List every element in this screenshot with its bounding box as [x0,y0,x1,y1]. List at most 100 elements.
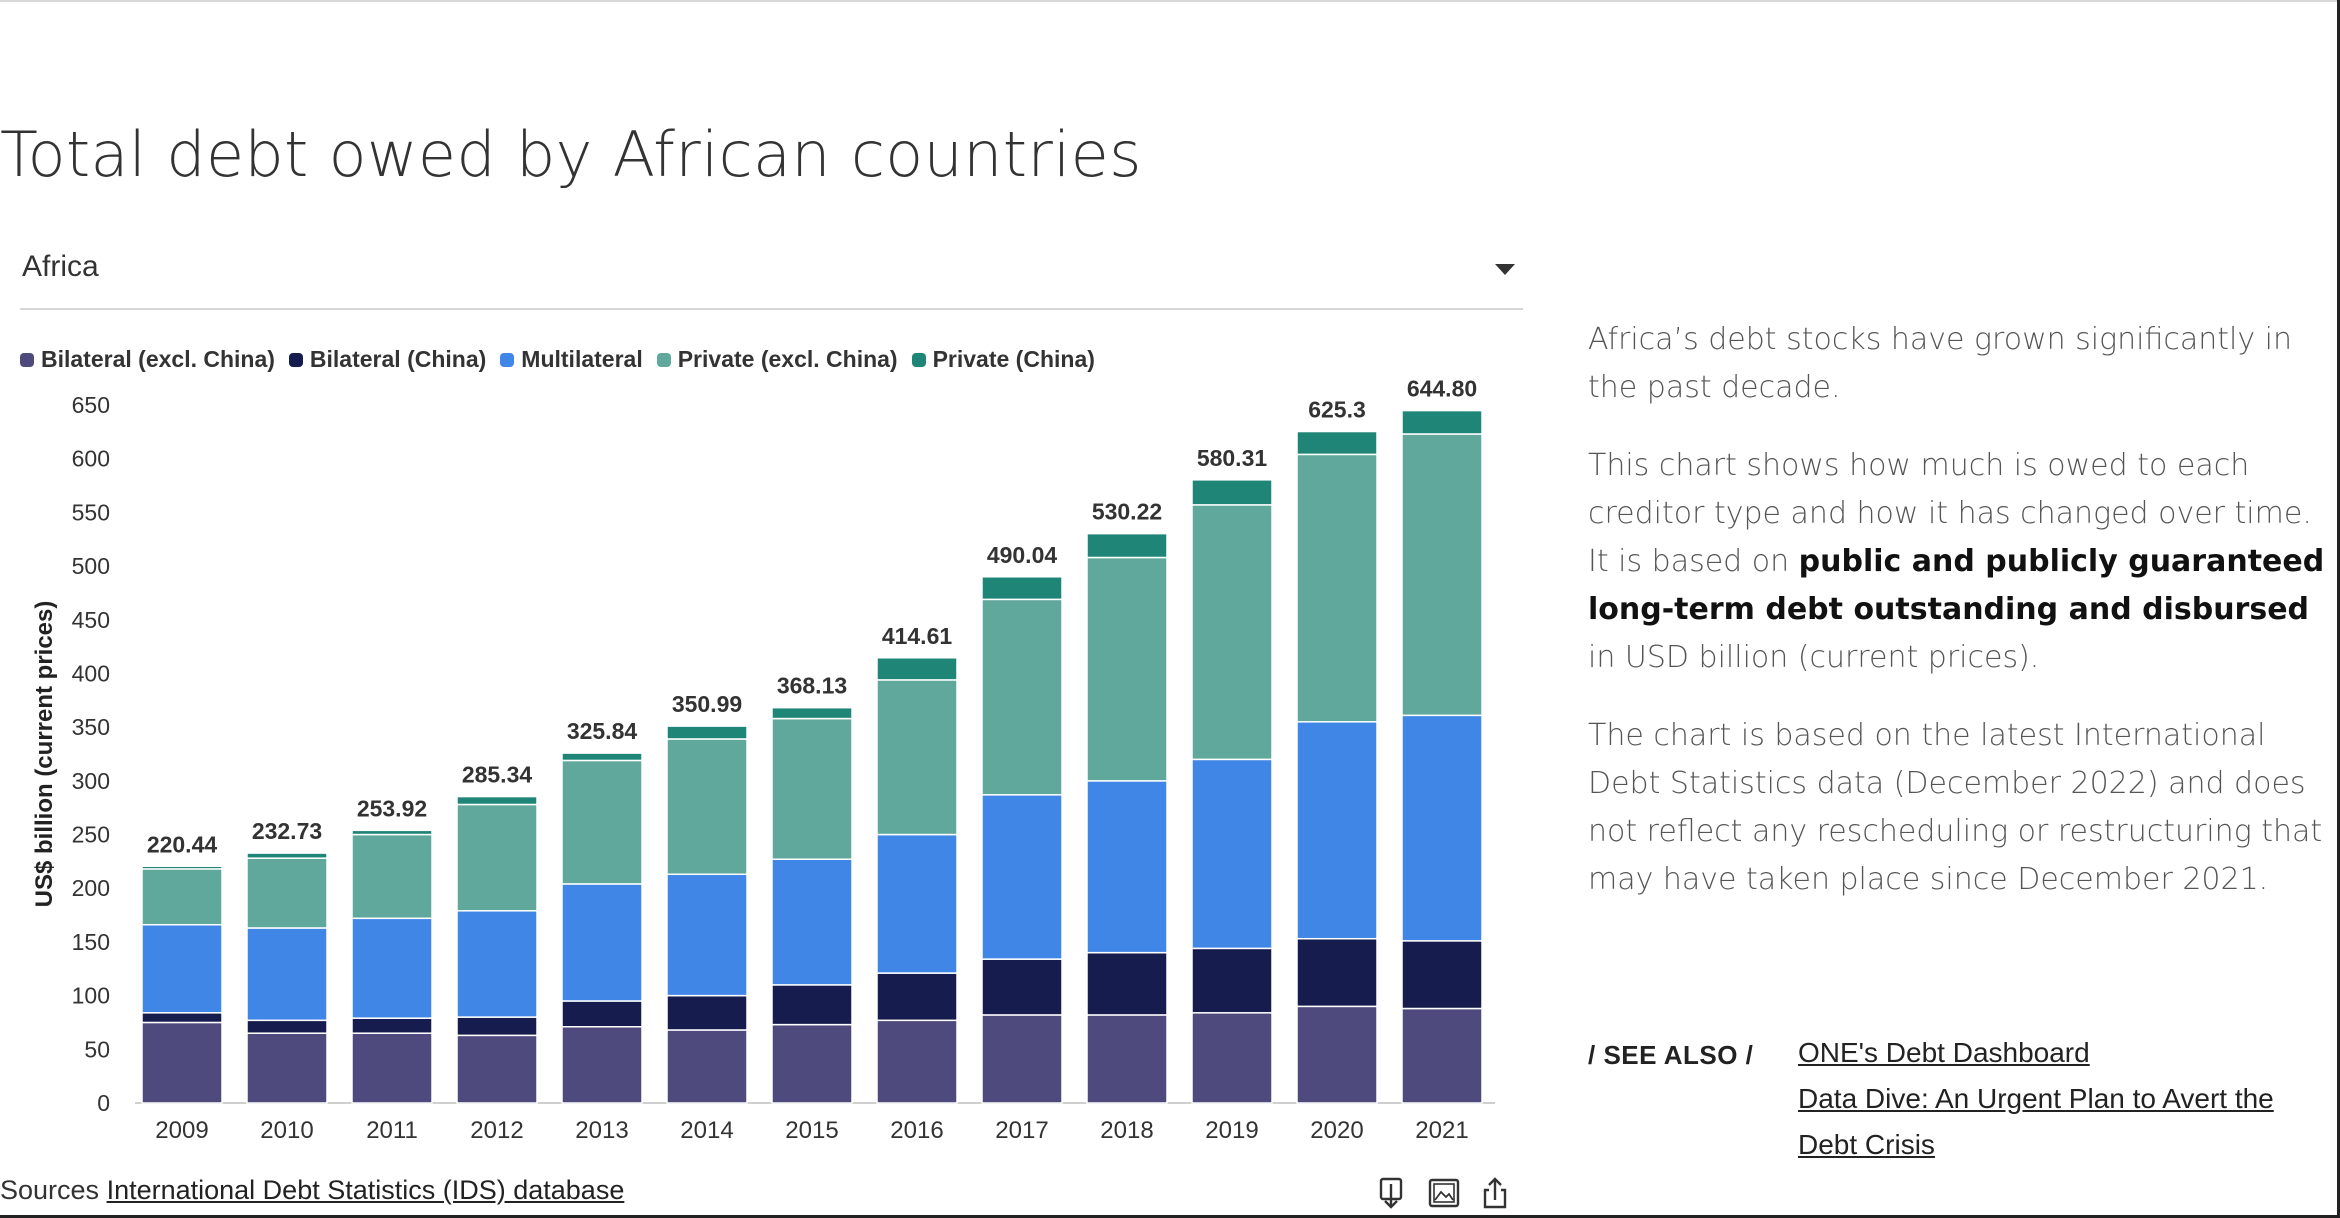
y-tick-label: 500 [72,553,110,579]
description-text: in USD billion (current prices). [1588,640,2040,675]
bar-segment [981,576,1063,601]
bar-segment [246,1019,328,1034]
bar-total-label: 285.34 [462,762,533,788]
legend-item-private-excl-china[interactable]: Private (excl. China) [656,346,898,373]
bar-group [1401,409,1483,1104]
y-tick-label: 50 [84,1036,110,1062]
legend-item-bilateral-excl-china[interactable]: Bilateral (excl. China) [20,346,275,373]
bar-segment [141,1021,223,1104]
x-tick-label: 2021 [1415,1117,1468,1144]
legend-label: Multilateral [521,346,643,372]
x-tick-label: 2016 [890,1117,943,1144]
download-icon[interactable] [1374,1176,1408,1210]
description-data-note: The chart is based on the latest Interna… [1588,718,2323,897]
bar-total-label: 220.44 [147,831,218,857]
bar-segment [666,873,748,997]
see-also-link-data-dive[interactable]: Data Dive: An Urgent Plan to Avert the D… [1798,1083,2274,1160]
x-tick-label: 2017 [995,1117,1048,1144]
stacked-bar-chart: 050100150200250300350400450500550600650 … [31,380,1495,1144]
legend-item-bilateral-china[interactable]: Bilateral (China) [288,346,486,373]
bar-total-label: 530.22 [1092,499,1162,525]
y-tick-label: 550 [72,499,110,525]
bar-segment [876,679,958,836]
page-title: Total debt owed by African countries [0,118,1142,191]
y-tick-label: 650 [72,392,110,418]
y-tick-label: 300 [72,768,110,794]
bar-segment [351,829,433,836]
bar-group [876,657,958,1104]
x-tick-label: 2019 [1205,1117,1258,1144]
bar-segment [1296,937,1378,1008]
bar-total-label: 414.61 [882,623,953,649]
bar-segment [246,1032,328,1104]
y-axis: 0 50 100 150 200 250 300 350 400 450 500 550 600 650 [72,392,1495,1116]
bar-total-label: 368.13 [777,673,847,699]
bar-segment [1191,758,1273,950]
bar-segment [1401,1007,1483,1104]
bar-segment [666,1029,748,1104]
legend-swatch [500,352,515,367]
bar-segment [1401,433,1483,717]
bar-segment [456,803,538,912]
bar-group [141,865,223,1104]
bar-segment [771,1023,853,1104]
x-tick-label: 2009 [155,1117,208,1144]
bar-segment [666,725,748,740]
bar-total-label: 580.31 [1197,445,1268,471]
x-tick-label: 2013 [575,1117,628,1144]
bar-group [771,706,853,1104]
bar-segment [456,1016,538,1037]
bar-segment [876,1019,958,1104]
bar-segment [771,706,853,720]
y-tick-label: 0 [97,1090,110,1116]
bar-segment [1086,951,1168,1016]
bar-segment [141,868,223,926]
bar-segment [876,972,958,1022]
see-also-links: ONE's Debt Dashboard Data Dive: An Urgen… [1798,1030,2338,1168]
bar-total-label: 232.73 [252,818,322,844]
chart-description: Africa’s debt stocks have grown signific… [1588,316,2340,934]
bar-segment [1296,1005,1378,1104]
bars: 220.44 232.73 253.92 285.34 325.84 350.99 368.… [141,380,1483,1104]
bar-segment [561,752,643,762]
bar-segment [561,759,643,885]
bar-segment [1086,556,1168,782]
bar-segment [246,927,328,1022]
chevron-down-icon[interactable] [1495,264,1515,275]
x-axis: 2009 2010 2011 2012 2013 2014 2015 2016 2017 2018… [155,1117,1468,1144]
legend-item-private-china[interactable]: Private (China) [911,346,1095,373]
bar-segment [981,598,1063,796]
bar-segment [1401,409,1483,435]
legend-swatch [656,352,671,367]
sources-link[interactable]: International Debt Statistics (IDS) data… [106,1175,625,1205]
legend-swatch [20,352,34,367]
y-tick-label: 250 [72,822,110,848]
chart-legend: Bilateral (excl. China) Bilateral (China… [20,346,1095,373]
bar-segment [141,1012,223,1024]
legend-item-multilateral[interactable]: Multilateral [500,346,643,373]
bar-segment [876,833,958,974]
bar-segment [1296,430,1378,456]
x-tick-label: 2012 [470,1117,523,1144]
bar-group [561,752,643,1104]
y-tick-label: 150 [72,929,110,955]
image-icon[interactable] [1427,1176,1461,1210]
legend-label: Bilateral (excl. China) [41,346,275,372]
bar-segment [1086,1014,1168,1104]
bar-segment [1191,1012,1273,1104]
bar-total-label: 350.99 [672,691,742,717]
bar-total-label: 490.04 [987,542,1058,568]
x-tick-label: 2010 [260,1117,313,1144]
bar-segment [1191,479,1273,506]
region-dropdown[interactable]: Africa [20,240,1523,310]
share-icon[interactable] [1478,1176,1512,1210]
right-border [2337,0,2340,1218]
see-also-link-debt-dashboard[interactable]: ONE's Debt Dashboard [1798,1037,2090,1068]
top-border [0,0,2340,2]
bar-segment [351,833,433,920]
bar-segment [876,657,958,681]
y-tick-label: 100 [72,983,110,1009]
bar-group [246,852,328,1104]
bar-total-label: 253.92 [357,795,427,821]
x-tick-label: 2020 [1310,1117,1363,1144]
